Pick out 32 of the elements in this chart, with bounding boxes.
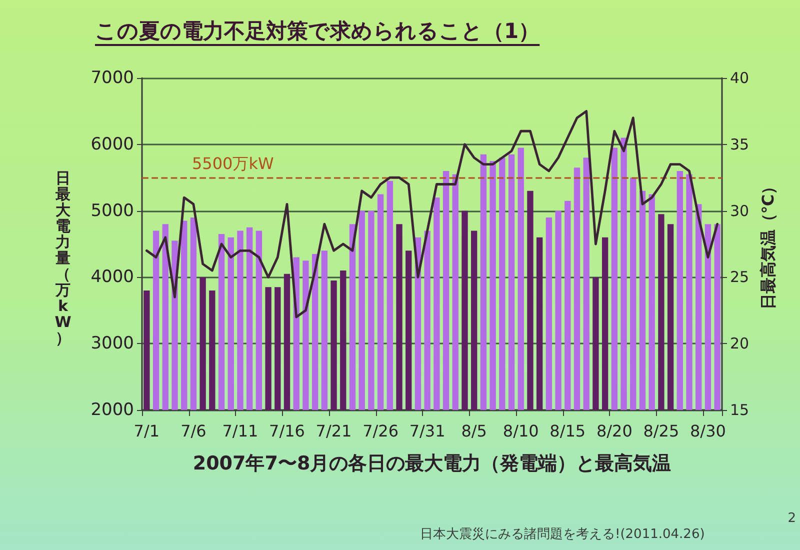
x-tick-label: 8/10 <box>502 422 539 440</box>
x-tick-label: 7/11 <box>222 422 258 440</box>
x-tick-label: 8/5 <box>461 422 487 440</box>
x-tick-label: 8/20 <box>596 422 632 440</box>
x-axis-title: 2007年7〜8月の各日の最大電力（発電端）と最高気温 <box>192 452 672 474</box>
chart-title: この夏の電力不足対策で求められること（1） <box>95 18 540 45</box>
text: 2 <box>788 511 796 526</box>
text: 日最大電力量（万kW） <box>54 169 72 347</box>
x-tick-label: 8/25 <box>643 422 680 440</box>
y2-tick-label: 15 <box>730 401 750 419</box>
x-tick-label: 7/6 <box>180 422 206 440</box>
ref-line-label: 5500万kW <box>192 154 274 174</box>
x-tick-label: 7/21 <box>316 422 352 440</box>
y-tick-label: 6000 <box>90 134 134 154</box>
y-tick-label: 7000 <box>90 68 134 88</box>
y2-tick-label: 35 <box>730 135 750 154</box>
y2-tick-label: 40 <box>730 69 750 87</box>
x-tick-label: 7/16 <box>269 422 305 440</box>
y2-axis-title: 日最高気温（℃） <box>758 178 778 310</box>
y-tick-label: 5000 <box>90 200 134 221</box>
y2-tick-label: 30 <box>730 202 750 220</box>
y-tick-label: 2000 <box>90 400 134 420</box>
x-tick-label: 7/26 <box>362 422 399 440</box>
text: 日本大震災にみる諸問題を考える!(2011.04.26) <box>420 527 705 542</box>
x-tick-label: 8/15 <box>550 422 586 440</box>
x-tick-label: 7/1 <box>134 422 160 440</box>
x-tick-label: 7/31 <box>409 422 446 440</box>
x-tick-label: 8/30 <box>690 422 726 440</box>
y-tick-label: 4000 <box>90 267 134 288</box>
y2-tick-label: 20 <box>730 334 750 353</box>
y-tick-label: 3000 <box>90 334 134 354</box>
y2-tick-label: 25 <box>730 268 750 286</box>
